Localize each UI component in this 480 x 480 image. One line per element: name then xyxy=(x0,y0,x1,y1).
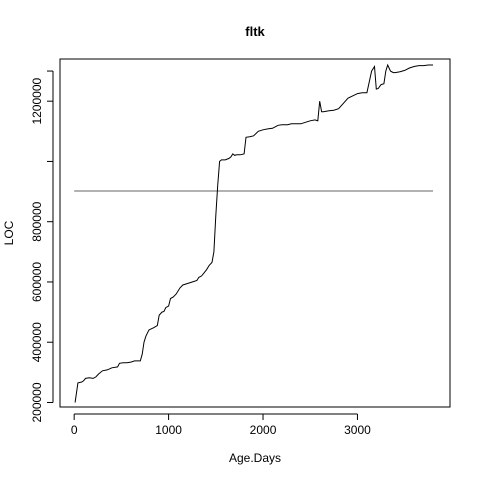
chart-title: fltk xyxy=(245,24,265,39)
y-axis: 200000 400000 600000 800000 1200000 xyxy=(30,70,54,423)
x-axis: 0 1000 2000 3000 xyxy=(71,413,371,437)
x-axis-label: Age.Days xyxy=(229,451,281,465)
y-tick-label: 400000 xyxy=(30,322,44,362)
y-tick-label: 800000 xyxy=(30,201,44,241)
plot-area-frame xyxy=(59,58,451,408)
y-tick-label: 600000 xyxy=(30,262,44,302)
x-tick-label: 1000 xyxy=(155,423,182,437)
x-tick-label: 2000 xyxy=(250,423,277,437)
x-tick-label: 3000 xyxy=(344,423,371,437)
y-tick-label: 200000 xyxy=(30,382,44,422)
x-tick-label: 0 xyxy=(71,423,78,437)
y-axis-label: LOC xyxy=(2,220,16,245)
y-tick-label: 1200000 xyxy=(30,77,44,124)
series-line xyxy=(74,63,433,403)
